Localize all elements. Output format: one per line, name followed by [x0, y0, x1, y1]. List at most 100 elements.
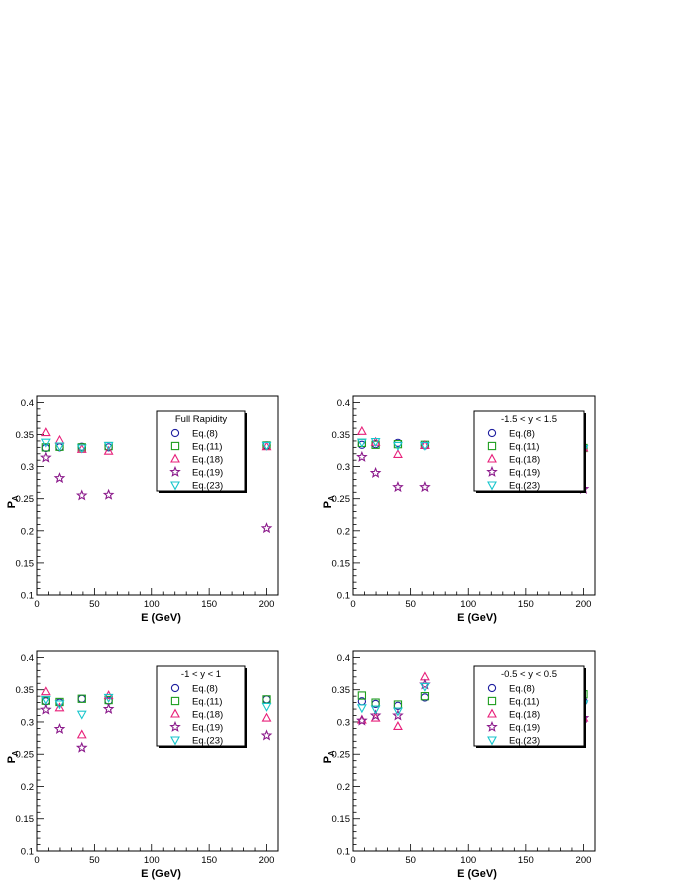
x-tick-label: 0 — [34, 855, 39, 866]
legend-marker-square — [487, 441, 497, 451]
legend-box — [156, 410, 246, 492]
data-point-tridown — [261, 702, 272, 712]
data-point-tridown — [40, 695, 51, 705]
data-point-triangle — [54, 702, 65, 712]
x-tick-label: 200 — [576, 599, 592, 610]
data-point-star — [369, 466, 382, 478]
legend-label: Eq.(8) — [192, 684, 218, 695]
x-tick-label: 200 — [576, 855, 592, 866]
y-tick-label: 0.15 — [332, 558, 351, 569]
x-axis-label: E (GeV) — [141, 868, 181, 880]
legend: -1.5 < y < 1.5 Eq.(8) Eq.(11) Eq.(18) Eq.(19… — [473, 410, 586, 493]
data-point-square — [420, 692, 430, 701]
legend-title: -1 < y < 1 — [181, 669, 221, 680]
legend-marker-star — [486, 720, 498, 732]
data-point-star — [75, 489, 88, 501]
y-axis-label: PΛ — [322, 750, 336, 763]
data-point-tridown — [419, 441, 430, 451]
legend-label: Eq.(23) — [509, 736, 540, 747]
x-axis-label: E (GeV) — [457, 868, 497, 880]
data-point-square — [77, 443, 86, 452]
data-point-tridown — [54, 700, 65, 710]
legend-box — [473, 665, 585, 747]
legend-label: Eq.(11) — [509, 442, 539, 453]
legend-marker-triangle — [170, 453, 180, 463]
legend-marker-square — [170, 696, 180, 706]
data-point-tridown — [356, 704, 367, 714]
data-point-tridown — [103, 441, 114, 451]
plot-frame — [352, 650, 596, 852]
legend-marker-circle — [170, 683, 180, 693]
y-tick-label: 0.15 — [332, 814, 351, 825]
y-axis-label: PΛ — [6, 495, 20, 508]
data-point-star — [75, 741, 88, 753]
y-tick-label: 0.4 — [21, 398, 34, 409]
y-tick-label: 0.4 — [21, 653, 34, 664]
data-point-star — [392, 709, 404, 721]
legend-title: -0.5 < y < 0.5 — [501, 669, 557, 680]
legend-label: Eq.(11) — [509, 697, 539, 708]
x-tick-label: 150 — [201, 599, 217, 610]
legend-marker-tridown — [487, 736, 497, 746]
x-tick-label: 200 — [259, 855, 275, 866]
y-tick-label: 0.25 — [16, 750, 35, 761]
legend-marker-tridown — [170, 481, 180, 491]
legend-label: Eq.(19) — [509, 468, 540, 479]
x-tick-label: 150 — [518, 599, 534, 610]
legend-label: Eq.(19) — [192, 723, 223, 734]
x-tick-label: 100 — [144, 855, 160, 866]
panel-1: 0 50 100 150 200 0.1 0.15 0.2 0.25 0.3 0.35 0.4 E (G… — [6, 395, 279, 624]
y-tick-label: 0.1 — [337, 591, 350, 602]
data-point-square — [77, 694, 86, 703]
x-axis-label: E (GeV) — [141, 612, 181, 624]
data-point-tridown — [393, 707, 403, 717]
y-tick-label: 0.2 — [21, 526, 34, 537]
y-tick-label: 0.35 — [332, 685, 351, 696]
y-tick-label: 0.4 — [337, 653, 350, 664]
legend-box — [156, 665, 246, 747]
y-tick-label: 0.3 — [21, 717, 34, 728]
legend-label: Eq.(8) — [509, 684, 535, 695]
data-point-star — [356, 450, 368, 462]
x-tick-label: 100 — [460, 855, 476, 866]
y-tick-label: 0.3 — [337, 717, 350, 728]
data-point-tridown — [370, 438, 381, 448]
legend-marker-square — [487, 696, 497, 706]
legend-marker-triangle — [170, 708, 180, 718]
x-tick-label: 50 — [89, 855, 100, 866]
legend-label: Eq.(19) — [509, 723, 540, 734]
data-point-triangle — [40, 427, 51, 437]
legend-marker-star — [169, 465, 181, 477]
data-point-tridown — [76, 444, 87, 454]
data-point-tridown — [356, 438, 367, 448]
data-point-triangle — [40, 686, 51, 696]
x-tick-label: 150 — [201, 855, 217, 866]
data-point-square — [357, 691, 367, 700]
data-point-star — [369, 709, 382, 721]
x-tick-label: 50 — [89, 599, 100, 610]
data-point-triangle — [76, 729, 87, 739]
legend-label: Eq.(23) — [192, 736, 223, 747]
legend-title: -1.5 < y < 1.5 — [501, 414, 557, 425]
data-point-triangle — [419, 439, 430, 449]
data-point-star — [40, 703, 52, 715]
y-tick-label: 0.25 — [16, 494, 35, 505]
legend-label: Eq.(23) — [509, 481, 540, 492]
y-axis-label: PΛ — [322, 495, 336, 508]
data-point-triangle — [356, 425, 367, 435]
data-point-tridown — [103, 693, 114, 703]
x-tick-label: 50 — [405, 855, 416, 866]
legend-label: Eq.(18) — [509, 455, 540, 466]
y-tick-label: 0.35 — [16, 685, 35, 696]
x-tick-label: 0 — [34, 599, 39, 610]
data-point-tridown — [419, 682, 430, 692]
legend-marker-circle — [170, 428, 180, 438]
x-tick-label: 100 — [144, 599, 160, 610]
legend-label: Eq.(8) — [192, 429, 218, 440]
x-axis-label: E (GeV) — [457, 612, 497, 624]
x-tick-label: 100 — [460, 599, 476, 610]
data-point-star — [40, 451, 52, 463]
data-point-star — [260, 729, 273, 741]
y-tick-label: 0.2 — [21, 782, 34, 793]
